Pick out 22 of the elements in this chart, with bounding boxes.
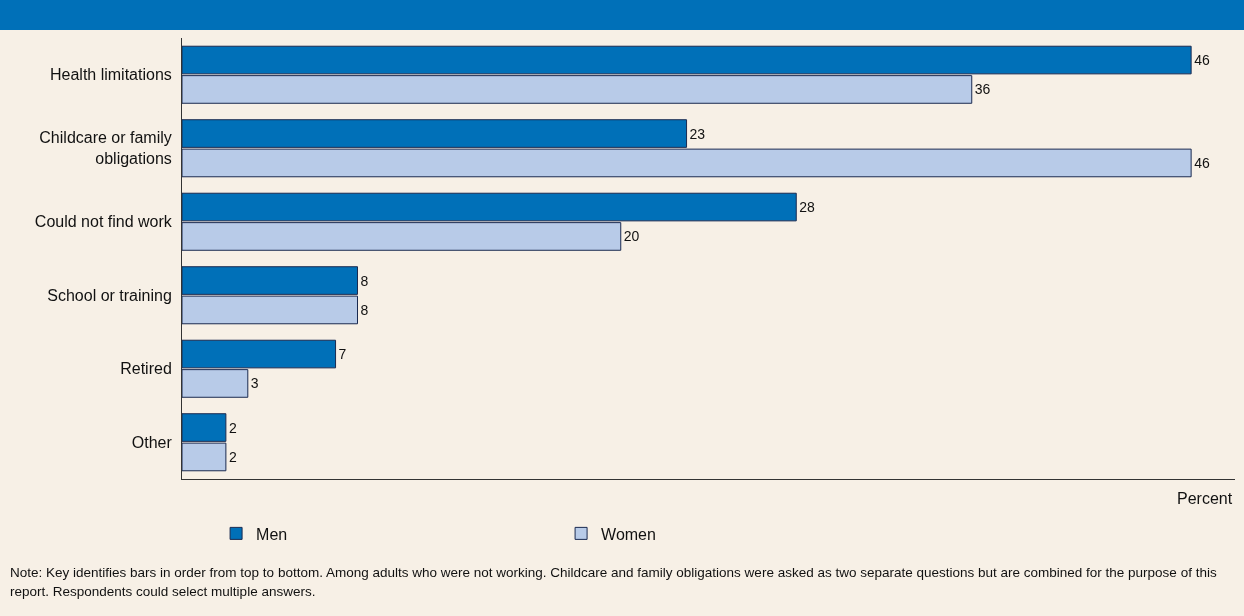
data-label: 46: [1194, 154, 1210, 171]
data-label: 7: [338, 346, 347, 363]
data-label: 23: [689, 125, 706, 142]
y-tick-label: Could not find work: [34, 213, 173, 231]
data-label: 46: [1194, 52, 1210, 69]
y-tick-label: Other: [131, 433, 173, 451]
y-tick-label: Health limitations: [49, 66, 172, 84]
data-label: 2: [228, 419, 237, 436]
y-tick-label: Retired: [120, 360, 172, 378]
text: Note: Key identifies bars in order from top to bottom. Among adults who were not working. Childcare and family obligations were asked as two separate questions but are combined for the purpose of this report. Respondents could select multiple answers.: [10, 564, 1218, 601]
x-axis-title: Percent: [1177, 490, 1233, 507]
legend-label: Men: [256, 525, 288, 543]
data-label: 8: [360, 301, 369, 318]
data-label: 3: [250, 375, 259, 392]
data-label: 28: [799, 199, 816, 216]
data-label: 2: [228, 448, 237, 465]
data-label: 8: [360, 272, 369, 289]
data-label: 20: [623, 228, 640, 245]
y-tick-label: Childcare or family obligations: [39, 129, 172, 168]
data-label: 36: [974, 81, 991, 98]
legend-label: Women: [601, 525, 656, 543]
y-tick-label: School or training: [47, 286, 172, 304]
